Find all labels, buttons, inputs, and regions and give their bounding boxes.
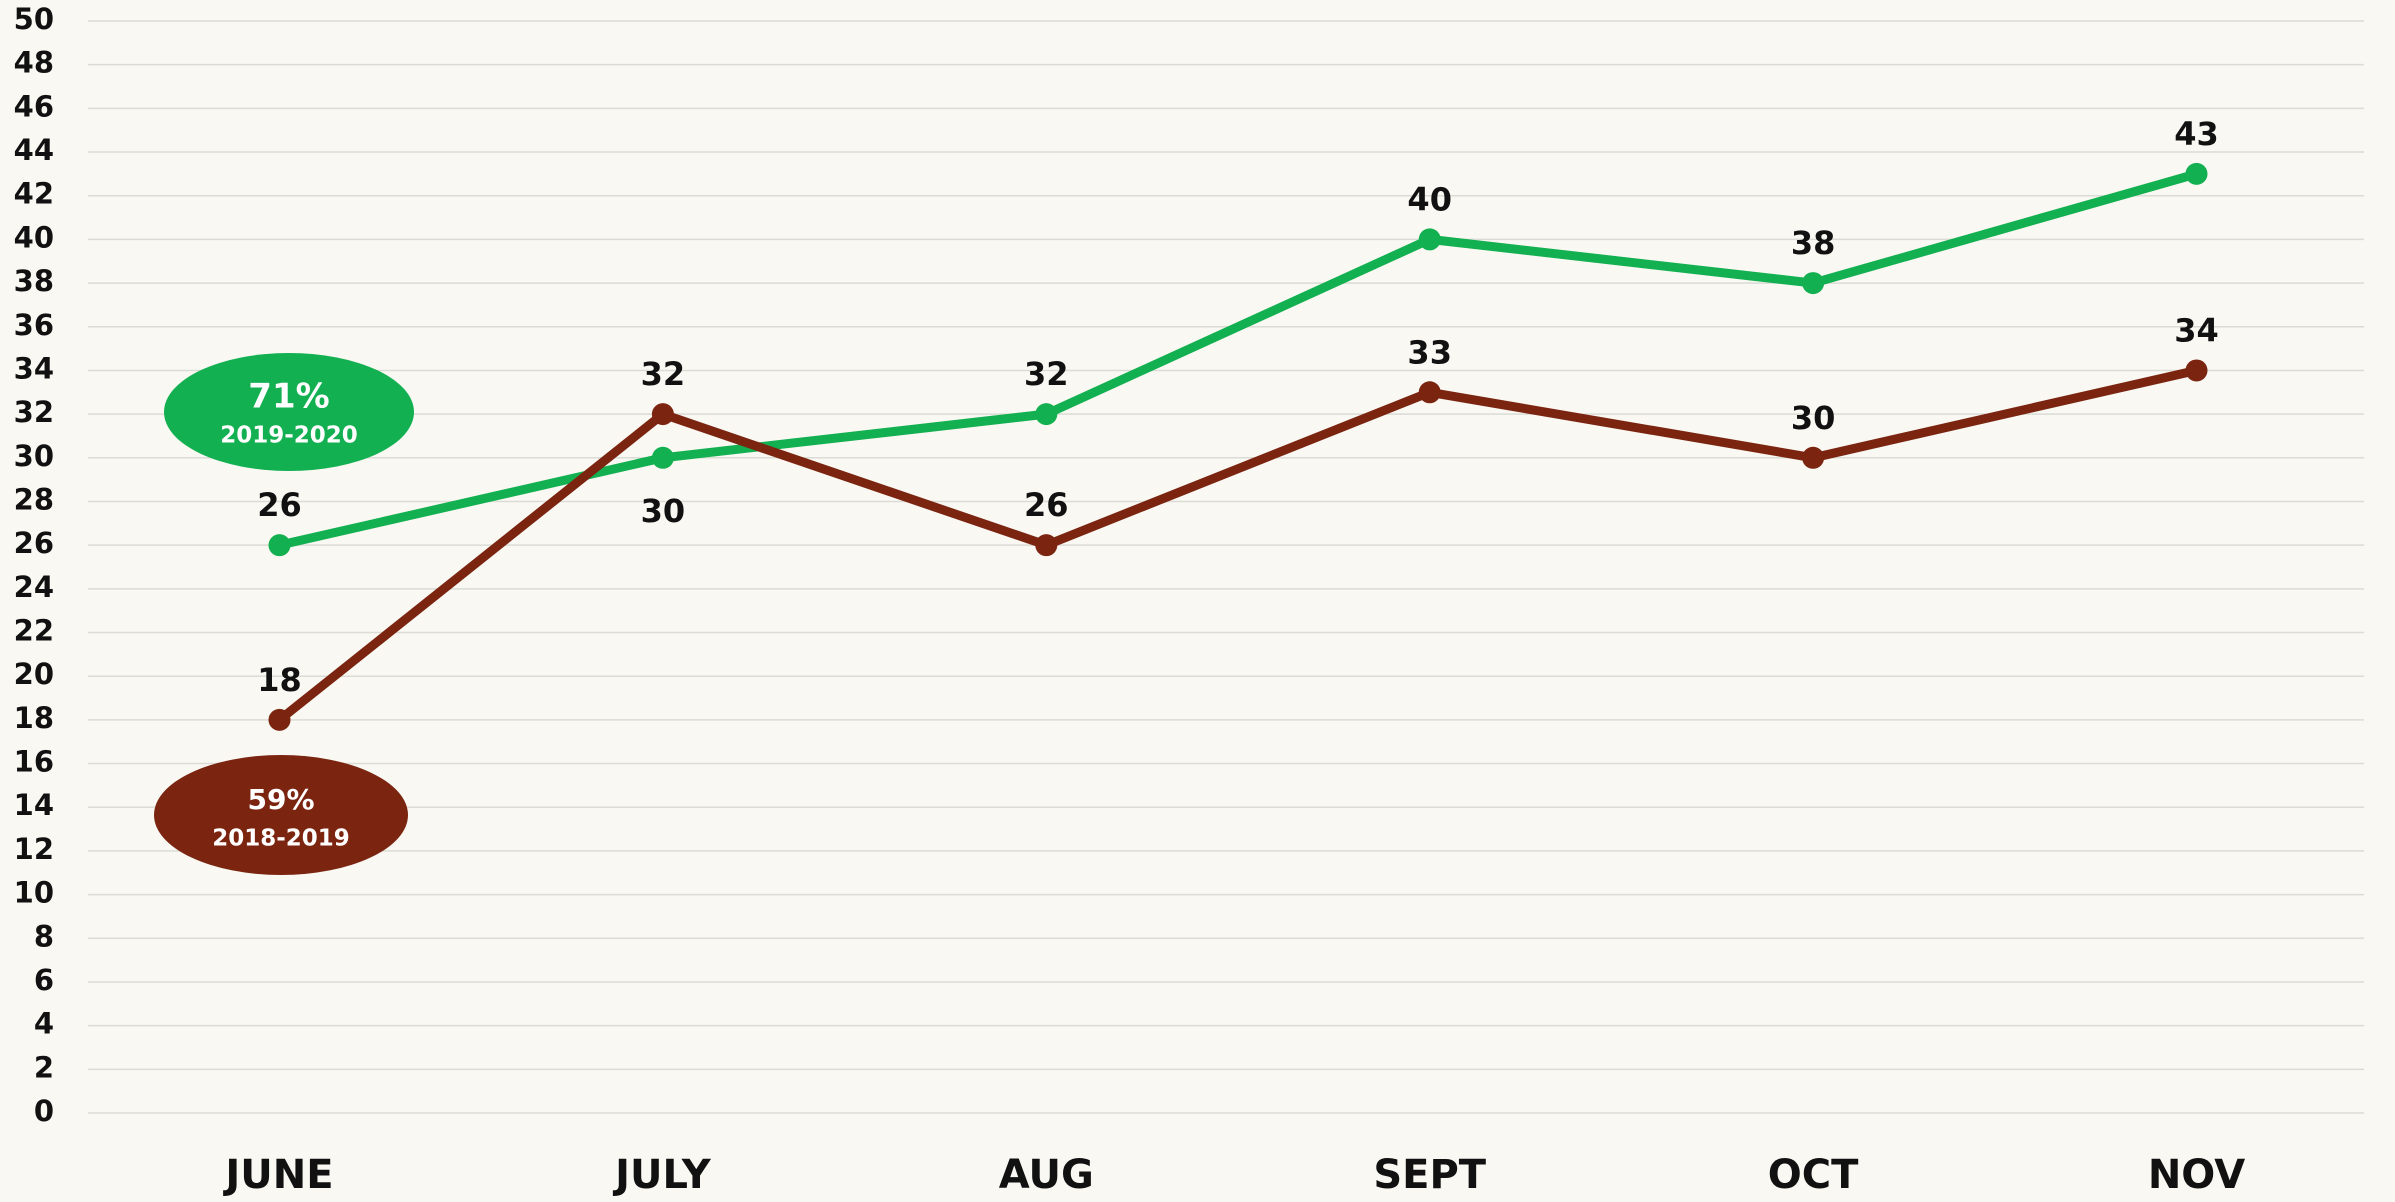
point-marker xyxy=(1802,446,1825,469)
y-tick-label: 36 xyxy=(14,308,54,342)
data-label: 30 xyxy=(641,492,686,530)
x-tick-label: AUG xyxy=(999,1152,1094,1198)
data-label: 18 xyxy=(257,661,302,699)
y-tick-label: 24 xyxy=(14,570,54,604)
data-label: 32 xyxy=(1024,355,1069,393)
y-tick-label: 10 xyxy=(14,876,54,910)
annotation-text: 71% xyxy=(248,377,329,417)
y-tick-label: 4 xyxy=(34,1007,54,1041)
series-line xyxy=(278,169,2198,550)
y-tick-label: 26 xyxy=(14,526,54,560)
data-label: 32 xyxy=(641,355,686,393)
data-label: 26 xyxy=(257,486,302,524)
x-tick-label: JULY xyxy=(612,1152,712,1198)
point-marker xyxy=(1035,534,1058,557)
y-tick-label: 0 xyxy=(34,1094,54,1128)
y-tick-label: 22 xyxy=(14,614,54,648)
point-marker xyxy=(268,534,291,557)
point-marker xyxy=(1418,228,1441,251)
y-tick-label: 18 xyxy=(14,701,54,735)
point-marker xyxy=(1035,403,1058,426)
y-tick-label: 2 xyxy=(34,1050,54,1084)
point-marker xyxy=(651,403,674,426)
annotation-bubble xyxy=(164,353,414,471)
y-tick-label: 44 xyxy=(14,133,54,167)
y-tick-label: 46 xyxy=(14,89,54,123)
y-tick-label: 12 xyxy=(14,832,54,866)
data-label: 26 xyxy=(1024,486,1069,524)
data-label: 38 xyxy=(1791,224,1836,262)
y-tick-label: 30 xyxy=(14,439,54,473)
y-tick-label: 48 xyxy=(14,46,54,80)
data-label: 30 xyxy=(1791,399,1836,437)
x-tick-label: JUNE xyxy=(222,1152,333,1198)
point-marker xyxy=(1802,272,1825,295)
y-tick-label: 32 xyxy=(14,395,54,429)
legend-label: 2019-2020 xyxy=(220,423,358,449)
y-tick-label: 16 xyxy=(14,745,54,779)
point-marker xyxy=(651,446,674,469)
point-marker xyxy=(2185,162,2208,185)
y-tick-label: 28 xyxy=(14,482,54,516)
point-marker xyxy=(1418,381,1441,404)
point-marker xyxy=(268,708,291,731)
annotation-text: 59% xyxy=(247,783,314,816)
y-tick-label: 8 xyxy=(34,919,54,953)
annotation-bubble xyxy=(154,755,408,875)
data-label: 34 xyxy=(2174,311,2219,349)
data-label: 43 xyxy=(2174,115,2219,153)
y-tick-label: 38 xyxy=(14,264,54,298)
y-tick-label: 20 xyxy=(14,657,54,691)
data-label: 40 xyxy=(1407,180,1452,218)
x-tick-label: NOV xyxy=(2148,1152,2245,1198)
point-marker xyxy=(2185,359,2208,382)
y-tick-label: 40 xyxy=(14,220,54,254)
y-tick-label: 6 xyxy=(34,963,54,997)
data-label: 33 xyxy=(1407,333,1452,371)
legend-label: 2018-2019 xyxy=(212,826,350,852)
y-tick-label: 42 xyxy=(14,177,54,211)
series-line xyxy=(276,366,2198,724)
y-tick-label: 50 xyxy=(14,2,54,36)
y-tick-label: 34 xyxy=(14,351,54,385)
x-tick-label: SEPT xyxy=(1373,1152,1486,1198)
x-tick-label: OCT xyxy=(1768,1152,1859,1198)
y-tick-label: 14 xyxy=(14,788,54,822)
